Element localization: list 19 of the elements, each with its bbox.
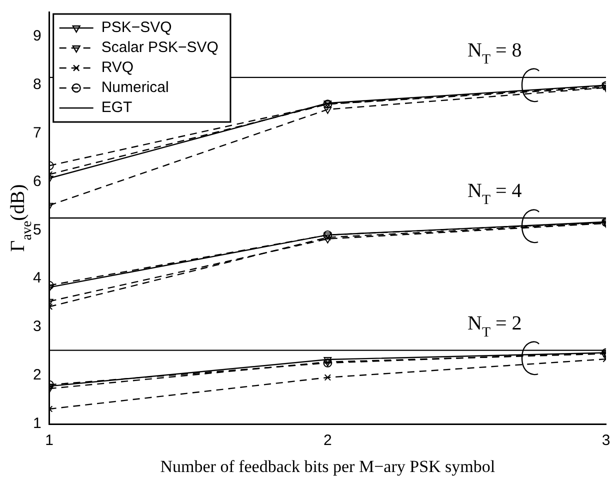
y-tick-label: 7 (33, 124, 42, 142)
y-tick-label: 1 (33, 415, 42, 432)
y-axis-title: Γave(dB) (7, 184, 35, 252)
x-tick-label: 3 (602, 432, 610, 450)
legend-label: EGT (101, 99, 132, 116)
y-tick-label: 2 (33, 366, 42, 384)
legend-label: Scalar PSK−SVQ (101, 39, 218, 56)
y-tick-label: 3 (33, 318, 42, 336)
legend-label: Numerical (101, 79, 169, 96)
x-axis-title: Number of feedback bits per M−ary PSK symbol (160, 457, 496, 476)
y-tick-label: 6 (33, 172, 42, 190)
x-tick-label: 1 (45, 432, 54, 450)
y-tick-label: 9 (33, 27, 42, 44)
y-tick-label: 5 (33, 221, 42, 238)
legend-label: PSK−SVQ (101, 19, 172, 36)
y-tick-label: 4 (33, 270, 42, 287)
x-tick-label: 2 (324, 432, 332, 450)
y-tick-label: 8 (33, 76, 42, 93)
legend-label: RVQ (101, 59, 134, 76)
